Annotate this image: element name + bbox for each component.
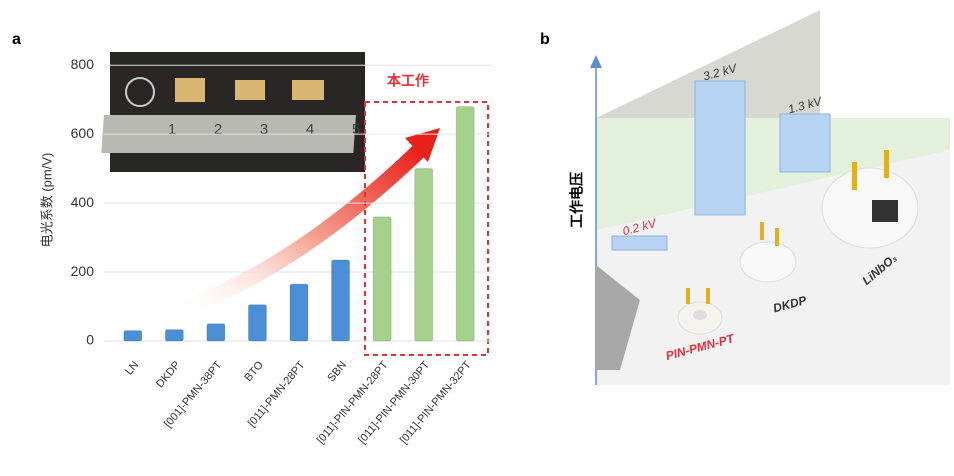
y-tick-label: 600 (71, 125, 95, 141)
scene (590, 10, 950, 385)
annotation: 本工作 (387, 73, 429, 89)
bar (124, 331, 142, 341)
x-tick-label: [011]-PIN-PMN-32PT (398, 359, 474, 446)
y-tick-label: 800 (71, 56, 95, 72)
bar (373, 217, 391, 341)
ruler-label: 1 (168, 121, 176, 138)
panel-label: a (12, 31, 21, 48)
bar (456, 107, 474, 341)
inset-photo (101, 52, 365, 172)
figure: 12345 a电光系数 (pm/V)0200400600800LNDKDP[00… (0, 0, 954, 471)
x-tick-label: DKDP (154, 359, 183, 390)
x-tick-label: [011]-PIN-PMN-28PT (315, 359, 391, 446)
bar (612, 236, 667, 250)
ruler-label: 3 (260, 121, 268, 138)
bar (332, 260, 350, 341)
bar (695, 81, 745, 215)
bar (165, 330, 183, 341)
bar (248, 305, 266, 341)
y-tick-label: 200 (71, 263, 95, 279)
y-axis-label: 工作电压 (569, 172, 585, 228)
ruler-label: 5 (352, 121, 360, 138)
x-tick-label: BTO (242, 359, 266, 384)
ruler-label: 4 (306, 121, 314, 138)
bar (207, 324, 225, 341)
ruler-label: 2 (214, 121, 222, 138)
bar (415, 169, 433, 341)
x-tick-label: LN (123, 359, 141, 378)
x-tick-label: SBN (325, 359, 349, 384)
y-tick-label: 0 (86, 332, 94, 348)
y-tick-label: 400 (71, 194, 95, 210)
bar (780, 114, 830, 172)
bar (290, 284, 308, 341)
panel-label: b (540, 31, 550, 48)
x-tick-label: [011]-PIN-PMN-30PT (356, 359, 432, 446)
y-axis-label: 电光系数 (pm/V) (39, 153, 54, 248)
